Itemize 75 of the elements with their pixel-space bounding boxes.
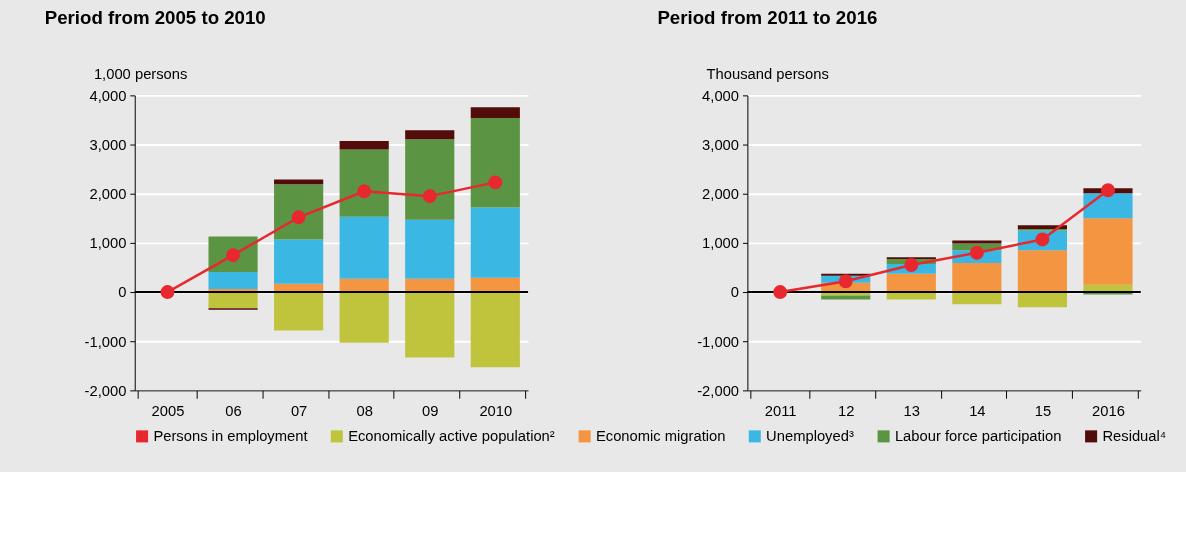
x-tick-label: 2005 <box>151 403 185 420</box>
bar <box>405 139 455 220</box>
bar <box>1017 225 1068 230</box>
bar <box>208 292 258 309</box>
y-axis-title: 1,000 persons <box>93 66 188 83</box>
bar <box>1017 250 1068 293</box>
y-tick-label: 1,000 <box>89 235 127 252</box>
bar <box>952 240 1002 244</box>
bar <box>274 179 324 185</box>
x-tick-label: 15 <box>1034 403 1052 420</box>
x-tick-label: 07 <box>290 403 308 420</box>
point <box>969 245 984 260</box>
x-tick-label: 08 <box>356 403 373 420</box>
point <box>422 189 437 204</box>
point <box>904 258 919 272</box>
bar <box>1083 218 1133 285</box>
x-tick-label: 13 <box>903 403 920 420</box>
bar <box>405 130 455 140</box>
y-tick-label: -1,000 <box>84 333 127 350</box>
legend-label: Unemployed³ <box>766 428 854 445</box>
y-tick-label: 1,000 <box>702 235 740 252</box>
legend-label: Economic migration <box>595 428 726 445</box>
bar <box>952 263 1002 293</box>
point <box>1101 183 1115 198</box>
bar <box>470 117 520 208</box>
bar <box>470 107 520 118</box>
legend-label: Residual⁴ <box>1102 428 1167 445</box>
x-tick-label: 09 <box>422 403 439 420</box>
y-tick-label: 2,000 <box>702 186 740 203</box>
bar <box>208 271 258 290</box>
point <box>488 175 503 190</box>
bar <box>274 292 324 331</box>
y-tick-label: -2,000 <box>697 382 740 399</box>
bar <box>405 278 455 293</box>
y-tick-label: 2,000 <box>89 186 127 203</box>
y-axis-title: Thousand persons <box>706 66 829 83</box>
point <box>773 285 788 299</box>
bar <box>886 273 936 293</box>
legend-label: Economically active population² <box>348 428 555 445</box>
y-tick-label: 3,000 <box>89 136 127 153</box>
bar <box>821 295 871 300</box>
y-tick-label: -2,000 <box>84 382 127 399</box>
x-tick-label: 06 <box>225 403 242 420</box>
bar <box>274 239 324 284</box>
x-tick-label: 12 <box>838 403 855 420</box>
y-tick-label: 0 <box>730 284 740 301</box>
x-tick-label: 14 <box>969 403 986 420</box>
y-tick-label: 3,000 <box>702 136 740 153</box>
bar <box>339 141 389 150</box>
y-tick-label: -1,000 <box>697 333 740 350</box>
point <box>160 285 175 299</box>
x-tick-label: 2010 <box>479 403 513 420</box>
bar <box>339 292 389 343</box>
bar <box>470 207 520 278</box>
x-tick-label: 2011 <box>764 403 797 420</box>
y-tick-label: 4,000 <box>89 87 127 104</box>
bar <box>339 278 389 293</box>
legend-label: Persons in employment <box>153 428 308 445</box>
point <box>357 184 372 199</box>
bar <box>339 149 389 217</box>
bar <box>405 219 455 279</box>
bar <box>1083 193 1133 219</box>
point <box>838 274 853 289</box>
y-tick-label: 4,000 <box>702 87 740 104</box>
y-tick-label: 0 <box>118 284 127 301</box>
bar <box>339 216 389 279</box>
x-tick-label: 2016 <box>1092 403 1125 420</box>
bar <box>405 292 455 358</box>
legend-label: Labour force participation <box>894 428 1062 445</box>
bar <box>470 277 520 293</box>
chart-title: Period from 2011 to 2016 <box>657 6 878 28</box>
chart-title: Period from 2005 to 2010 <box>44 6 266 28</box>
bar <box>274 184 324 240</box>
bar <box>1017 292 1068 308</box>
bar <box>470 292 520 368</box>
